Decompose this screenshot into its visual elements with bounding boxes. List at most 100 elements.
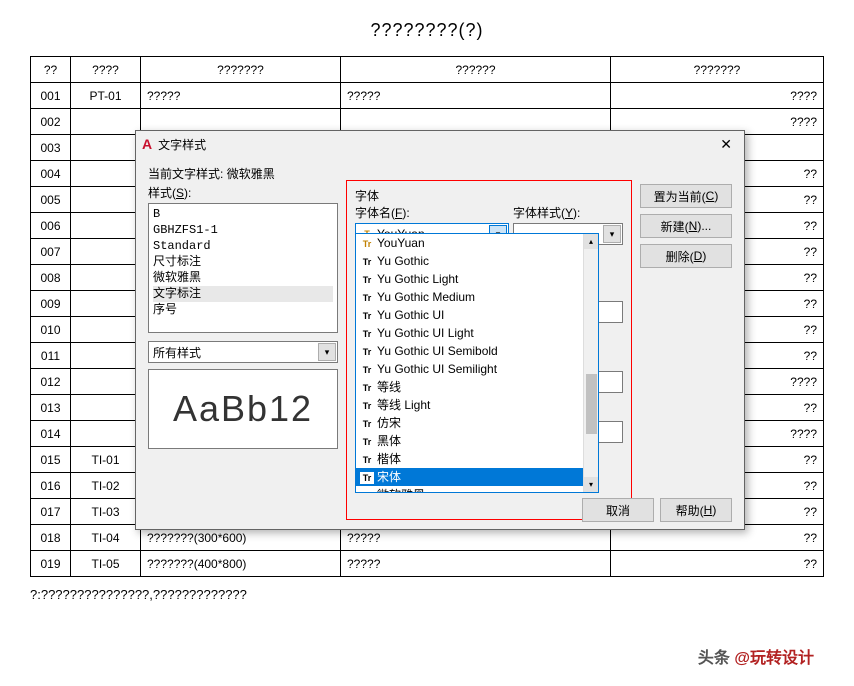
truetype-icon: Tr [360,400,374,412]
style-list-item[interactable]: 序号 [153,302,333,318]
font-dropdown-item[interactable]: TrYu Gothic UI Light [356,324,598,342]
truetype-icon: Tr [360,490,374,493]
cell-idx: 014 [31,421,71,447]
cell-code [71,369,141,395]
cell-idx: 008 [31,265,71,291]
style-filter-value: 所有样式 [153,344,201,361]
footnote: ?:???????????????,????????????? [30,587,824,602]
style-list-item[interactable]: GBHZFS1-1 [153,222,333,238]
dialog-titlebar[interactable]: A 文字样式 ✕ [136,131,744,157]
cell-code [71,135,141,161]
truetype-icon: Tr [360,238,374,250]
font-dropdown-item[interactable]: TrYu Gothic UI [356,306,598,324]
dialog-title: 文字样式 [158,136,714,153]
cell-code [71,421,141,447]
font-dropdown-label: 黑体 [377,434,401,448]
cell-b: ????? [341,83,611,109]
cell-idx: 007 [31,239,71,265]
cell-idx: 011 [31,343,71,369]
cell-code [71,343,141,369]
set-current-button[interactable]: 置为当前(C) [640,184,732,208]
cell-code [71,317,141,343]
font-dropdown-item[interactable]: TrYouYuan [356,234,598,252]
cell-code: TI-02 [71,473,141,499]
cell-c: ???? [611,83,824,109]
font-dropdown-label: Yu Gothic UI Semilight [377,362,497,376]
font-dropdown-label: Yu Gothic Medium [377,290,475,304]
table-header-row: ?? ???? ??????? ?????? ??????? [31,57,824,83]
chevron-down-icon[interactable]: ▾ [318,343,336,361]
cell-code [71,239,141,265]
font-dropdown-item[interactable]: Tr等线 [356,378,598,396]
table-row: 019TI-05???????(400*800)??????? [31,551,824,577]
page-title: ????????(?) [30,20,824,41]
font-dropdown-item[interactable]: Tr等线 Light [356,396,598,414]
style-filter-combo[interactable]: 所有样式 ▾ [148,341,338,363]
help-button[interactable]: 帮助(H) [660,498,732,522]
font-dropdown-label: 微软雅黑 [377,488,425,493]
cell-idx: 017 [31,499,71,525]
style-list-item[interactable]: 文字标注 [153,286,333,302]
cell-code [71,187,141,213]
style-list-item[interactable]: Standard [153,238,333,254]
font-dropdown-label: 宋体 [377,470,401,484]
cell-b: ????? [341,551,611,577]
truetype-icon: Tr [360,454,374,466]
cell-code [71,395,141,421]
new-button[interactable]: 新建(N)... [640,214,732,238]
delete-button[interactable]: 删除(D) [640,244,732,268]
font-style-label: 字体样式(Y): [513,204,623,221]
style-list-item[interactable]: B [153,206,333,222]
font-dropdown-label: Yu Gothic UI Light [377,326,474,340]
chevron-down-icon[interactable]: ▾ [603,225,621,243]
close-icon[interactable]: ✕ [714,136,738,153]
watermark-prefix: 头条 [698,650,730,667]
truetype-icon: Tr [360,382,374,394]
th-a: ??????? [141,57,341,83]
scrollbar[interactable]: ▴ ▾ [583,234,598,492]
cell-idx: 003 [31,135,71,161]
cell-idx: 001 [31,83,71,109]
cell-idx: 018 [31,525,71,551]
cell-code [71,265,141,291]
font-dropdown-list[interactable]: ▴ ▾ TrYouYuanTrYu GothicTrYu Gothic Ligh… [355,233,599,493]
cell-idx: 006 [31,213,71,239]
cell-code [71,213,141,239]
font-dropdown-item[interactable]: TrYu Gothic [356,252,598,270]
th-code: ???? [71,57,141,83]
cell-code: TI-04 [71,525,141,551]
cell-idx: 019 [31,551,71,577]
cell-a: ???????(400*800) [141,551,341,577]
cell-idx: 016 [31,473,71,499]
font-dropdown-item[interactable]: Tr黑体 [356,432,598,450]
font-dropdown-item[interactable]: Tr宋体 [356,468,598,486]
cell-code [71,291,141,317]
font-dropdown-item[interactable]: TrYu Gothic UI Semilight [356,360,598,378]
cell-idx: 009 [31,291,71,317]
font-dropdown-label: YouYuan [377,236,425,250]
style-list-item[interactable]: 微软雅黑 [153,270,333,286]
cell-idx: 012 [31,369,71,395]
scroll-up-icon[interactable]: ▴ [584,234,598,249]
font-dropdown-item[interactable]: Tr微软雅黑 [356,486,598,493]
scroll-down-icon[interactable]: ▾ [584,477,598,492]
styles-listbox[interactable]: BGBHZFS1-1Standard尺寸标注微软雅黑文字标注序号 [148,203,338,333]
cell-a: ????? [141,83,341,109]
cancel-button[interactable]: 取消 [582,498,654,522]
style-list-item[interactable]: 尺寸标注 [153,254,333,270]
scroll-thumb[interactable] [586,374,597,434]
font-dropdown-item[interactable]: Tr楷体 [356,450,598,468]
font-dropdown-item[interactable]: TrYu Gothic Light [356,270,598,288]
font-dropdown-item[interactable]: TrYu Gothic Medium [356,288,598,306]
font-dropdown-label: Yu Gothic UI Semibold [377,344,498,358]
truetype-icon: Tr [360,418,374,430]
text-style-dialog: A 文字样式 ✕ 当前文字样式: 微软雅黑 样式(S): BGBHZFS1-1S… [135,130,745,530]
font-dropdown-item[interactable]: TrYu Gothic UI Semibold [356,342,598,360]
cell-code [71,161,141,187]
cell-idx: 013 [31,395,71,421]
font-dropdown-item[interactable]: Tr仿宋 [356,414,598,432]
th-idx: ?? [31,57,71,83]
truetype-icon: Tr [360,310,374,322]
cell-code: PT-01 [71,83,141,109]
cell-idx: 002 [31,109,71,135]
